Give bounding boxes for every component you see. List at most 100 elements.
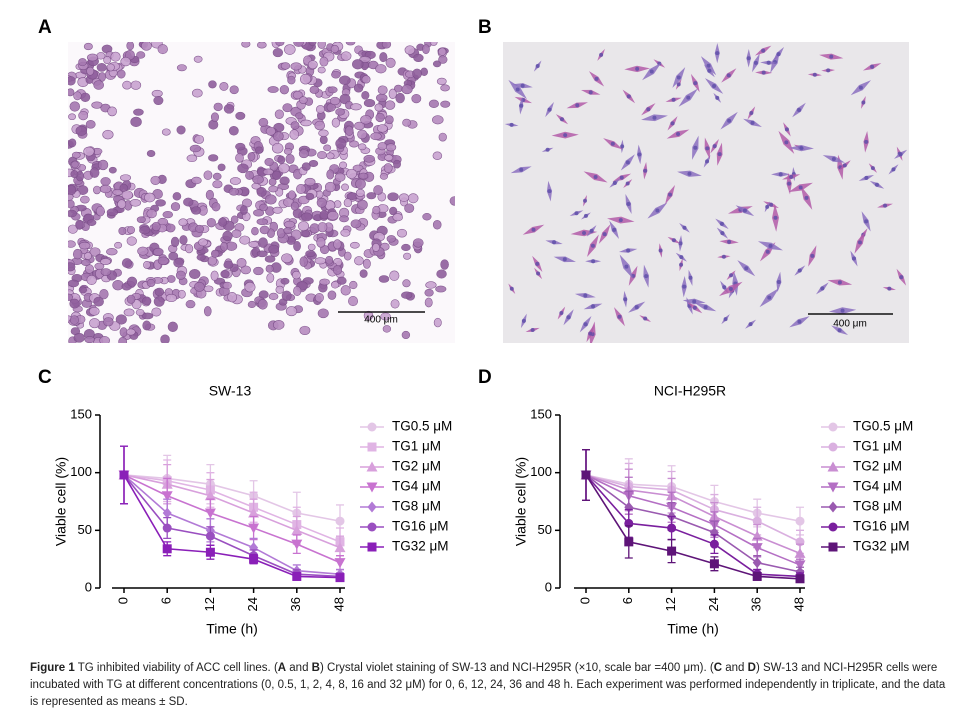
marker	[667, 546, 677, 556]
cell	[94, 262, 105, 270]
nucleus	[559, 117, 564, 122]
cell	[126, 236, 137, 246]
cell	[68, 113, 77, 121]
cell	[86, 274, 97, 285]
cell	[308, 42, 317, 47]
nucleus	[688, 275, 693, 280]
cell	[267, 86, 279, 93]
cell	[203, 306, 212, 317]
nucleus	[693, 81, 698, 86]
caption-text: and	[722, 662, 748, 674]
cell	[362, 258, 371, 269]
nucleus	[831, 156, 836, 161]
x-tick-label: 48	[791, 597, 806, 611]
cell	[83, 42, 93, 51]
cell	[251, 227, 259, 236]
cell	[179, 235, 188, 245]
cell	[86, 66, 95, 76]
cell	[411, 93, 422, 104]
nucleus	[729, 273, 734, 278]
cell	[153, 247, 164, 257]
series-line	[585, 474, 801, 573]
cell	[298, 149, 309, 159]
nucleus	[899, 275, 904, 280]
nucleus	[799, 146, 804, 151]
x-tick-label: 24	[245, 597, 260, 611]
cell	[167, 321, 178, 333]
cell	[412, 68, 422, 79]
cell	[272, 319, 285, 330]
cell	[155, 199, 166, 207]
cells	[68, 42, 455, 343]
nucleus	[705, 159, 710, 164]
cell	[196, 254, 206, 261]
cell	[339, 215, 349, 223]
legend-label: TG32 μM	[392, 539, 449, 554]
cell	[299, 325, 311, 336]
nucleus	[623, 297, 628, 302]
cell	[432, 151, 443, 160]
cell	[305, 250, 316, 258]
legend-label: TG32 μM	[853, 539, 910, 554]
cell	[299, 73, 312, 85]
cell	[139, 226, 151, 235]
cell	[345, 125, 354, 136]
nucleus	[620, 144, 625, 149]
cell	[211, 202, 221, 212]
cell	[314, 257, 327, 265]
micrograph	[503, 42, 909, 343]
cell	[374, 103, 384, 112]
scale-bar-label: 400 μm	[364, 315, 398, 326]
cell	[279, 84, 289, 95]
nucleus	[670, 121, 675, 126]
cell	[386, 235, 396, 243]
cell	[102, 129, 114, 140]
cell	[213, 102, 223, 112]
nucleus	[520, 83, 525, 88]
cell	[307, 60, 318, 70]
cell	[384, 100, 396, 110]
cell	[281, 253, 293, 264]
nucleus	[748, 322, 753, 327]
cell	[184, 244, 194, 254]
nucleus	[545, 147, 550, 152]
cell	[144, 192, 156, 203]
legend-label: TG4 μM	[392, 479, 441, 494]
nucleus	[837, 328, 842, 333]
cell	[333, 239, 342, 250]
cell	[93, 296, 104, 307]
cell	[277, 155, 286, 165]
nucleus	[798, 185, 803, 190]
cell	[95, 205, 105, 217]
cell	[296, 184, 306, 194]
cell	[268, 177, 277, 186]
marker	[367, 542, 377, 552]
nucleus	[655, 208, 660, 213]
cell	[403, 252, 412, 260]
cell	[212, 172, 222, 180]
nucleus	[797, 268, 802, 273]
cell	[70, 170, 79, 179]
cell	[376, 124, 388, 133]
marker	[828, 422, 838, 432]
cell	[331, 117, 341, 128]
cell	[318, 129, 329, 137]
cell	[304, 177, 316, 187]
cell	[268, 292, 279, 301]
cell	[327, 211, 339, 221]
cell	[193, 55, 203, 63]
cell	[220, 269, 230, 279]
cell	[71, 151, 81, 159]
marker	[205, 547, 215, 557]
cell	[349, 280, 358, 290]
cell	[375, 64, 387, 74]
nucleus	[646, 107, 651, 112]
nucleus	[686, 95, 691, 100]
cell	[378, 275, 390, 283]
cell	[293, 241, 301, 252]
nucleus	[820, 286, 825, 291]
cell	[268, 244, 280, 254]
cell	[413, 53, 424, 62]
y-tick-label: 0	[545, 579, 552, 594]
cell	[422, 44, 430, 55]
